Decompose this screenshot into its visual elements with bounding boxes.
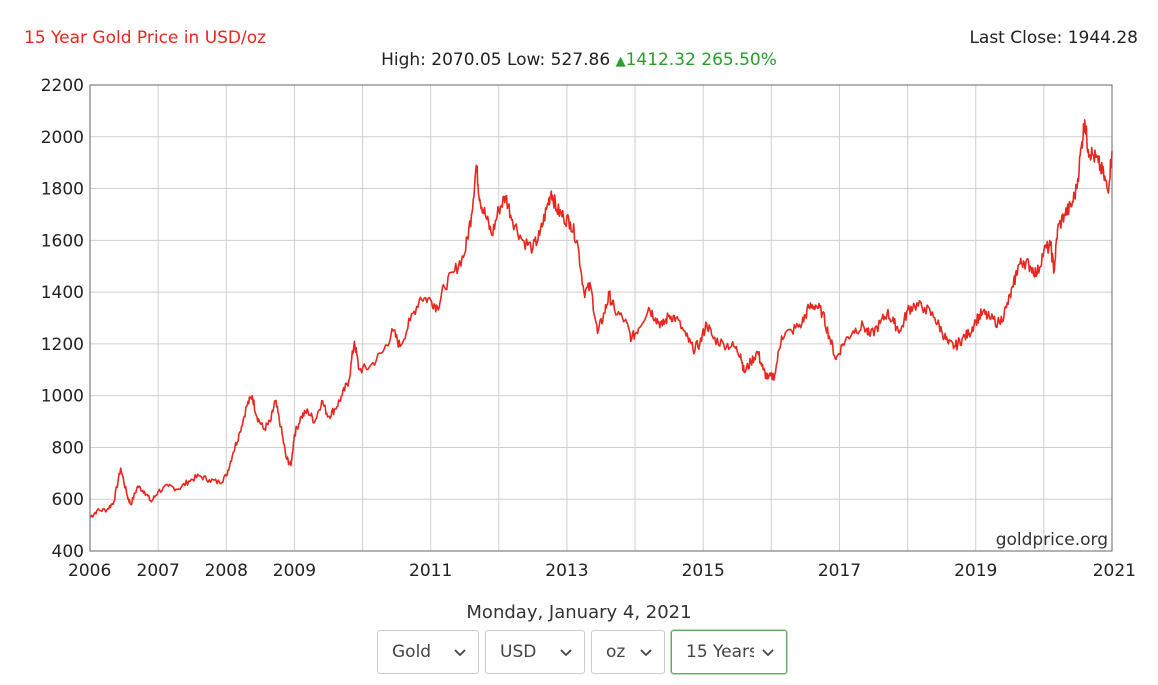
y-tick-label: 2000 [41, 128, 84, 148]
y-tick-label: 400 [52, 542, 84, 562]
x-tick-label: 2009 [273, 561, 316, 581]
x-tick-label: 2021 [1093, 561, 1136, 581]
metal-select-value: Gold [392, 642, 432, 662]
high-low-text: High: 2070.05 Low: 527.86 [381, 50, 611, 70]
chevron-down-icon [560, 649, 572, 657]
x-tick-label: 2006 [68, 561, 111, 581]
y-tick-label: 1200 [41, 335, 84, 355]
currency-select[interactable]: USD [485, 630, 585, 674]
gold-price-line [89, 119, 1113, 518]
chevron-down-icon [640, 649, 652, 657]
y-tick-label: 1800 [41, 180, 84, 200]
unit-select[interactable]: oz [591, 630, 665, 674]
unit-select-value: oz [606, 642, 626, 662]
y-tick-label: 600 [52, 490, 84, 510]
selector-bar: Gold USD oz 15 Years [377, 630, 787, 674]
x-tick-label: 2007 [137, 561, 180, 581]
y-tick-label: 800 [52, 438, 84, 458]
x-axis-ticks: 2006 2007 2008 2009 2011 2013 2015 2017 2019 2021 [68, 561, 1136, 581]
chevron-down-icon [762, 649, 774, 657]
plot-frame [89, 84, 1113, 552]
period-select-value: 15 Years [686, 642, 754, 662]
last-close: Last Close: 1944.28 [969, 28, 1138, 48]
y-axis-ticks: 400 600 800 1000 1200 1400 1600 1800 2000 2200 [41, 76, 84, 562]
price-stats: High: 2070.05 Low: 527.86 ▲1412.32 265.5… [0, 50, 1158, 70]
up-arrow-icon: ▲ [615, 54, 626, 69]
y-tick-label: 1000 [41, 387, 84, 407]
change-value: 1412.32 265.50% [625, 50, 777, 70]
y-tick-label: 1600 [41, 231, 84, 251]
watermark-text: goldprice.org [996, 530, 1108, 550]
y-tick-label: 1400 [41, 283, 84, 303]
chart-title: 15 Year Gold Price in USD/oz [24, 28, 267, 48]
y-tick-label: 2200 [41, 76, 84, 96]
price-chart: 400 600 800 1000 1200 1400 1600 1800 2000 2200 20… [41, 76, 1136, 581]
period-select[interactable]: 15 Years [671, 630, 787, 674]
x-tick-label: 2013 [545, 561, 588, 581]
x-tick-label: 2017 [818, 561, 861, 581]
x-tick-label: 2011 [409, 561, 452, 581]
x-tick-label: 2008 [205, 561, 248, 581]
currency-select-value: USD [500, 642, 537, 662]
x-tick-label: 2015 [682, 561, 725, 581]
date-label: Monday, January 4, 2021 [466, 602, 692, 623]
metal-select[interactable]: Gold [377, 630, 479, 674]
chevron-down-icon [454, 649, 466, 657]
x-tick-label: 2019 [954, 561, 997, 581]
